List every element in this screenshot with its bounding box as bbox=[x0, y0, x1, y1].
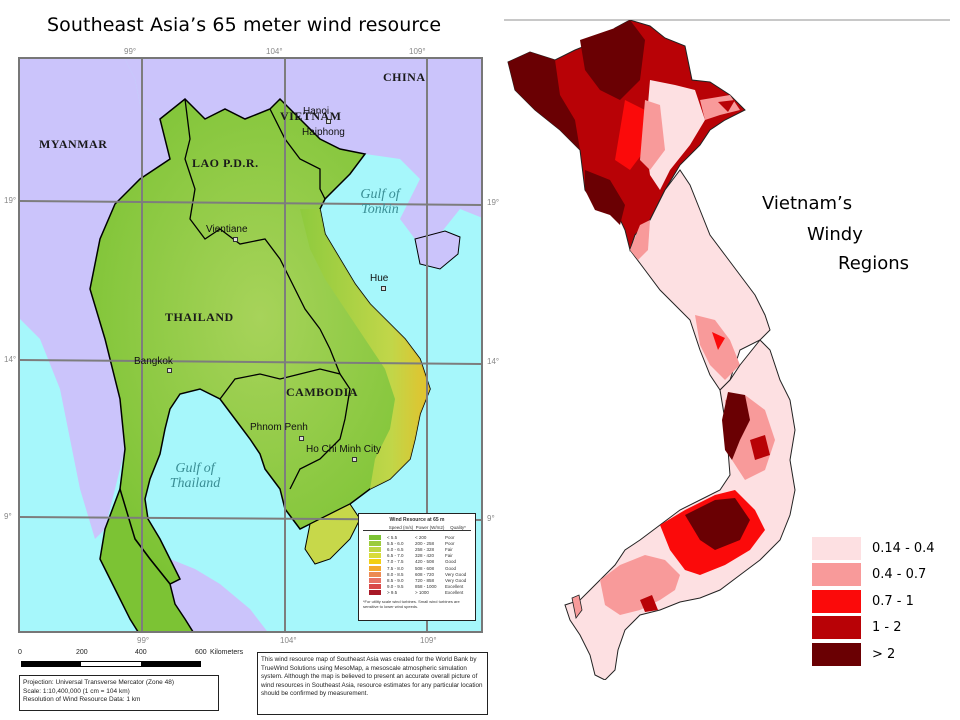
legend-swatch bbox=[369, 577, 381, 583]
longitude-label-top: 104° bbox=[266, 47, 283, 56]
city-marker-icon bbox=[326, 119, 331, 124]
city-label-bangkok: Bangkok bbox=[134, 356, 173, 367]
vietnam-wind-map bbox=[507, 20, 796, 680]
longitude-label-top: 109° bbox=[409, 47, 426, 56]
legend-swatch bbox=[369, 540, 381, 546]
vietnam-wind-legend: 0.14 - 0.4 0.4 - 0.7 0.7 - 1 1 - 2 > 2 bbox=[812, 535, 960, 668]
vietnam-legend-item: > 2 bbox=[812, 641, 960, 668]
legend-swatch bbox=[369, 590, 381, 596]
legend-label: 1 - 2 bbox=[872, 620, 902, 636]
country-label-cambodia: CAMBODIA bbox=[286, 385, 358, 399]
left-map-title: Southeast Asia’s 65 meter wind resource bbox=[47, 14, 442, 36]
longitude-label-top: 99° bbox=[124, 47, 137, 56]
latitude-label-right: 14° bbox=[487, 357, 500, 366]
wind-legend-row: 6.0 - 6.5 258 - 328 Fair bbox=[363, 546, 471, 552]
longitude-label-bottom: 104° bbox=[280, 636, 297, 645]
city-label-ho-chi-minh-city: Ho Chi Minh City bbox=[306, 444, 382, 455]
vietnam-legend-item: 1 - 2 bbox=[812, 615, 960, 642]
legend-swatch bbox=[812, 616, 861, 640]
city-marker-icon bbox=[167, 368, 172, 373]
wind-legend-row: 9.0 - 9.5 858 - 1000 Excellent bbox=[363, 584, 471, 590]
latitude-label-left: 9° bbox=[4, 512, 12, 521]
legend-swatch bbox=[812, 536, 861, 560]
map-footer: 0 200 400 600 Kilometers Projection: Uni… bbox=[18, 637, 488, 717]
wind-legend-row: 7.0 - 7.5 420 - 508 Good bbox=[363, 559, 471, 565]
legend-swatch bbox=[812, 563, 861, 587]
latitude-label-left: 14° bbox=[4, 355, 17, 364]
wind-legend-row: 8.0 - 8.5 608 - 720 Very Good bbox=[363, 571, 471, 577]
latitude-label-left: 19° bbox=[4, 196, 17, 205]
wind-legend-title: Wind Resource at 65 m bbox=[389, 517, 445, 523]
legend-swatch bbox=[369, 571, 381, 577]
legend-label: 0.14 - 0.4 bbox=[872, 540, 935, 556]
wind-legend-row: 5.5 - 6.0 200 - 258 Poor bbox=[363, 540, 471, 546]
legend-swatch bbox=[369, 546, 381, 552]
wind-legend-headers: Speed (m/s) Power (W/m2) Quality* bbox=[363, 525, 471, 531]
city-marker-icon bbox=[299, 436, 304, 441]
vietnam-legend-item: 0.7 - 1 bbox=[812, 588, 960, 615]
divider-line bbox=[504, 19, 950, 21]
scale-bar bbox=[21, 661, 201, 667]
legend-swatch bbox=[812, 589, 861, 613]
projection-info-box: Projection: Universal Transverse Mercato… bbox=[19, 675, 219, 711]
wind-legend-row: 6.5 - 7.0 328 - 420 Fair bbox=[363, 553, 471, 559]
longitude-label-bottom: 99° bbox=[137, 636, 150, 645]
country-label-laos: LAO P.D.R. bbox=[192, 156, 259, 170]
wind-resource-legend: Wind Resource at 65 m Speed (m/s) Power … bbox=[358, 513, 476, 621]
city-marker-icon bbox=[233, 237, 238, 242]
wind-legend-row: > 9.5 > 1000 Excellent bbox=[363, 590, 471, 596]
vietnam-caption-line3: Regions bbox=[838, 253, 909, 274]
city-label-phnom-penh: Phnom Penh bbox=[250, 422, 308, 433]
latitude-label-right: 9° bbox=[487, 514, 495, 523]
vietnam-legend-item: 0.14 - 0.4 bbox=[812, 535, 960, 562]
legend-swatch bbox=[369, 559, 381, 565]
vietnam-caption-line1: Vietnam’s bbox=[762, 193, 853, 214]
wind-legend-note: *For utility scale wind turbines. Small … bbox=[363, 598, 460, 609]
wind-legend-rows: < 5.5 < 200 Poor 5.5 - 6.0 200 - 258 Poor 6.0 … bbox=[363, 534, 471, 596]
latitude-label-right: 19° bbox=[487, 198, 500, 207]
sea-label-gulf-of-thailand: Gulf of Thailand bbox=[169, 461, 221, 491]
country-label-thailand: THAILAND bbox=[165, 310, 234, 324]
legend-label: > 2 bbox=[872, 646, 896, 662]
legend-swatch bbox=[369, 565, 381, 571]
vietnam-legend-item: 0.4 - 0.7 bbox=[812, 562, 960, 589]
sea-label-gulf-of-tonkin: Gulf of Tonkin bbox=[360, 187, 400, 217]
wind-legend-row: < 5.5 < 200 Poor bbox=[363, 534, 471, 540]
legend-swatch bbox=[369, 534, 381, 540]
country-label-myanmar: MYANMAR bbox=[39, 137, 108, 151]
wind-legend-row: 7.5 - 8.0 508 - 608 Good bbox=[363, 565, 471, 571]
city-label-hanoi: Hanoi bbox=[303, 106, 330, 117]
land-shapes bbox=[20, 59, 481, 631]
legend-swatch bbox=[369, 553, 381, 559]
city-label-vientiane: Vientiane bbox=[206, 224, 248, 235]
legend-swatch bbox=[369, 584, 381, 590]
map-credit-box: This wind resource map of Southeast Asia… bbox=[257, 652, 488, 715]
country-label-vietnam: VIETNAM bbox=[280, 109, 342, 123]
city-label-hue: Hue bbox=[370, 273, 389, 284]
legend-label: 0.7 - 1 bbox=[872, 593, 914, 609]
longitude-label-bottom: 109° bbox=[420, 636, 437, 645]
city-marker-icon bbox=[352, 457, 357, 462]
country-label-china: CHINA bbox=[383, 70, 426, 84]
vietnam-caption-line2: Windy bbox=[807, 224, 863, 245]
city-label-haiphong: Haiphong bbox=[302, 127, 345, 138]
legend-label: 0.4 - 0.7 bbox=[872, 567, 927, 583]
legend-swatch bbox=[812, 642, 861, 666]
scale-labels: 0 200 400 600 Kilometers bbox=[18, 649, 244, 656]
city-marker-icon bbox=[381, 286, 386, 291]
wind-legend-row: 8.5 - 9.0 720 - 858 Very Good bbox=[363, 577, 471, 583]
